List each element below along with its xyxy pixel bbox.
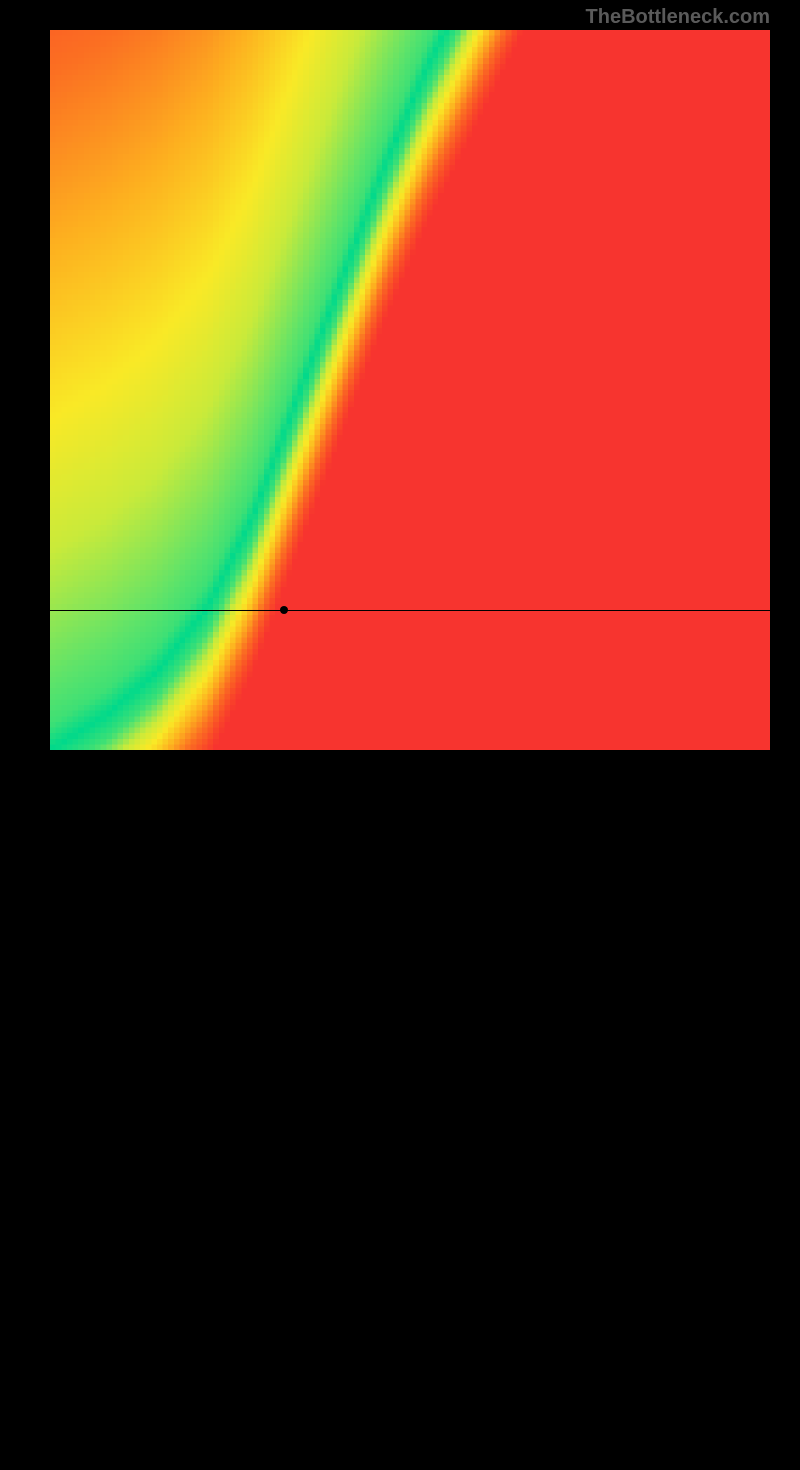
crosshair-horizontal — [50, 610, 770, 611]
crosshair-marker — [280, 606, 288, 614]
heatmap-canvas — [50, 30, 770, 750]
watermark-label: TheBottleneck.com — [586, 6, 770, 29]
heatmap-plot — [50, 30, 770, 750]
crosshair-vertical — [284, 750, 285, 1470]
